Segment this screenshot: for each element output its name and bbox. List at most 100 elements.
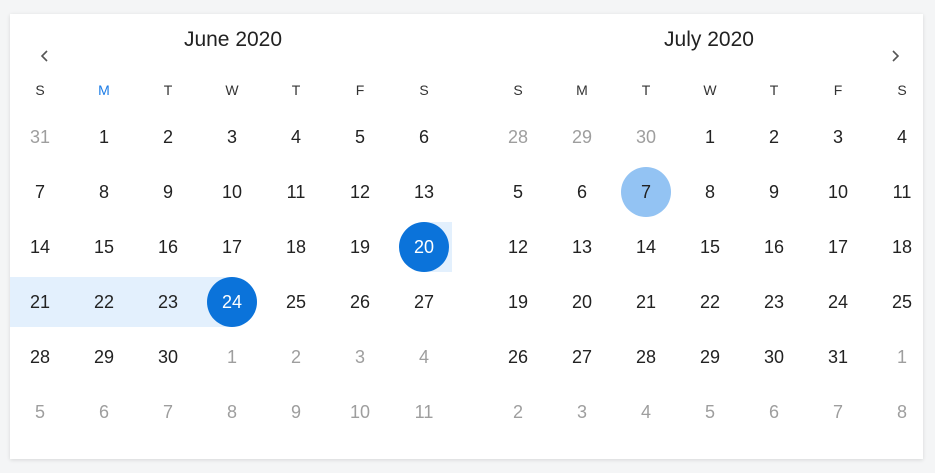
day-cell[interactable]: 8 [72,165,136,220]
day-cell[interactable]: 6 [392,110,456,165]
day-cell[interactable]: 15 [678,220,742,275]
day-cell[interactable]: 2 [742,110,806,165]
month-title: June 2020 [183,28,283,51]
day-cell[interactable]: 9 [136,165,200,220]
day-cell[interactable]: 28 [614,330,678,385]
day-number: 10 [827,182,849,202]
day-cell[interactable]: 9 [742,165,806,220]
day-cell[interactable]: 14 [8,220,72,275]
day-cell[interactable]: 8 [870,385,934,440]
day-cell[interactable]: 14 [614,220,678,275]
day-cell[interactable]: 13 [392,165,456,220]
day-cell[interactable]: 20 [550,275,614,330]
day-cell[interactable]: 2 [486,385,550,440]
day-number: 6 [98,402,109,422]
day-cell[interactable]: 6 [550,165,614,220]
day-cell[interactable]: 16 [742,220,806,275]
day-cell[interactable]: 31 [806,330,870,385]
hovered-day-cell[interactable]: 7 [614,165,678,220]
day-number: 1 [226,347,237,367]
day-cell[interactable]: 15 [72,220,136,275]
day-cell[interactable]: 29 [72,330,136,385]
day-cell[interactable]: 23 [742,275,806,330]
day-number: 29 [571,127,593,147]
day-cell[interactable]: 7 [806,385,870,440]
day-cell[interactable]: 21 [614,275,678,330]
day-cell[interactable]: 10 [328,385,392,440]
selected-day-cell[interactable]: 20 [392,220,456,275]
day-cell[interactable]: 5 [8,385,72,440]
date-range-picker: June 2020 S M T W T F S 31 1 2 3 4 5 6 7 8 9 10 11 12 13 14 15… [10,14,923,459]
day-cell[interactable]: 4 [870,110,934,165]
day-number: 27 [571,347,593,367]
day-cell[interactable]: 3 [200,110,264,165]
day-cell[interactable]: 9 [264,385,328,440]
day-cell[interactable]: 30 [742,330,806,385]
day-cell[interactable]: 1 [72,110,136,165]
day-cell[interactable]: 24 [806,275,870,330]
day-cell[interactable]: 26 [486,330,550,385]
day-cell[interactable]: 17 [806,220,870,275]
day-cell[interactable]: 7 [8,165,72,220]
day-cell[interactable]: 1 [870,330,934,385]
day-number: 3 [226,127,237,147]
day-cell[interactable]: 2 [136,110,200,165]
day-number: 12 [349,182,371,202]
day-cell[interactable]: 21 [8,275,72,330]
day-cell[interactable]: 22 [678,275,742,330]
day-cell[interactable]: 27 [550,330,614,385]
day-cell[interactable]: 25 [870,275,934,330]
day-cell[interactable]: 1 [678,110,742,165]
day-number: 23 [157,292,179,312]
day-cell[interactable]: 1 [200,330,264,385]
day-cell[interactable]: 4 [392,330,456,385]
day-cell[interactable]: 8 [200,385,264,440]
day-cell[interactable]: 18 [870,220,934,275]
day-cell[interactable]: 10 [806,165,870,220]
day-cell[interactable]: 18 [264,220,328,275]
day-cell[interactable]: 29 [678,330,742,385]
day-cell[interactable]: 3 [550,385,614,440]
day-cell[interactable]: 13 [550,220,614,275]
day-cell[interactable]: 7 [136,385,200,440]
day-cell[interactable]: 28 [8,330,72,385]
day-cell[interactable]: 5 [486,165,550,220]
day-cell[interactable]: 30 [614,110,678,165]
day-cell[interactable]: 19 [328,220,392,275]
day-cell[interactable]: 3 [806,110,870,165]
day-cell[interactable]: 10 [200,165,264,220]
day-cell[interactable]: 16 [136,220,200,275]
day-cell[interactable]: 11 [870,165,934,220]
day-highlight-circle [207,277,257,327]
day-cell[interactable]: 22 [72,275,136,330]
day-cell[interactable]: 8 [678,165,742,220]
day-number: 15 [93,237,115,257]
next-month-button[interactable] [880,41,910,71]
day-number: 31 [827,347,849,367]
day-cell[interactable]: 11 [392,385,456,440]
day-cell[interactable]: 31 [8,110,72,165]
day-cell[interactable]: 4 [614,385,678,440]
day-cell[interactable]: 5 [678,385,742,440]
day-cell[interactable]: 19 [486,275,550,330]
day-cell[interactable]: 12 [486,220,550,275]
prev-month-button[interactable] [30,41,60,71]
day-cell[interactable]: 11 [264,165,328,220]
day-cell[interactable]: 6 [72,385,136,440]
day-cell[interactable]: 5 [328,110,392,165]
day-cell[interactable]: 2 [264,330,328,385]
day-cell[interactable]: 17 [200,220,264,275]
day-cell[interactable]: 4 [264,110,328,165]
day-cell[interactable]: 6 [742,385,806,440]
day-cell[interactable]: 23 [136,275,200,330]
day-cell[interactable]: 30 [136,330,200,385]
day-cell[interactable]: 28 [486,110,550,165]
day-cell[interactable]: 3 [328,330,392,385]
day-number: 21 [635,292,657,312]
day-cell[interactable]: 27 [392,275,456,330]
day-cell[interactable]: 29 [550,110,614,165]
selected-day-cell[interactable]: 24 [200,275,264,330]
day-cell[interactable]: 25 [264,275,328,330]
day-cell[interactable]: 26 [328,275,392,330]
day-cell[interactable]: 12 [328,165,392,220]
